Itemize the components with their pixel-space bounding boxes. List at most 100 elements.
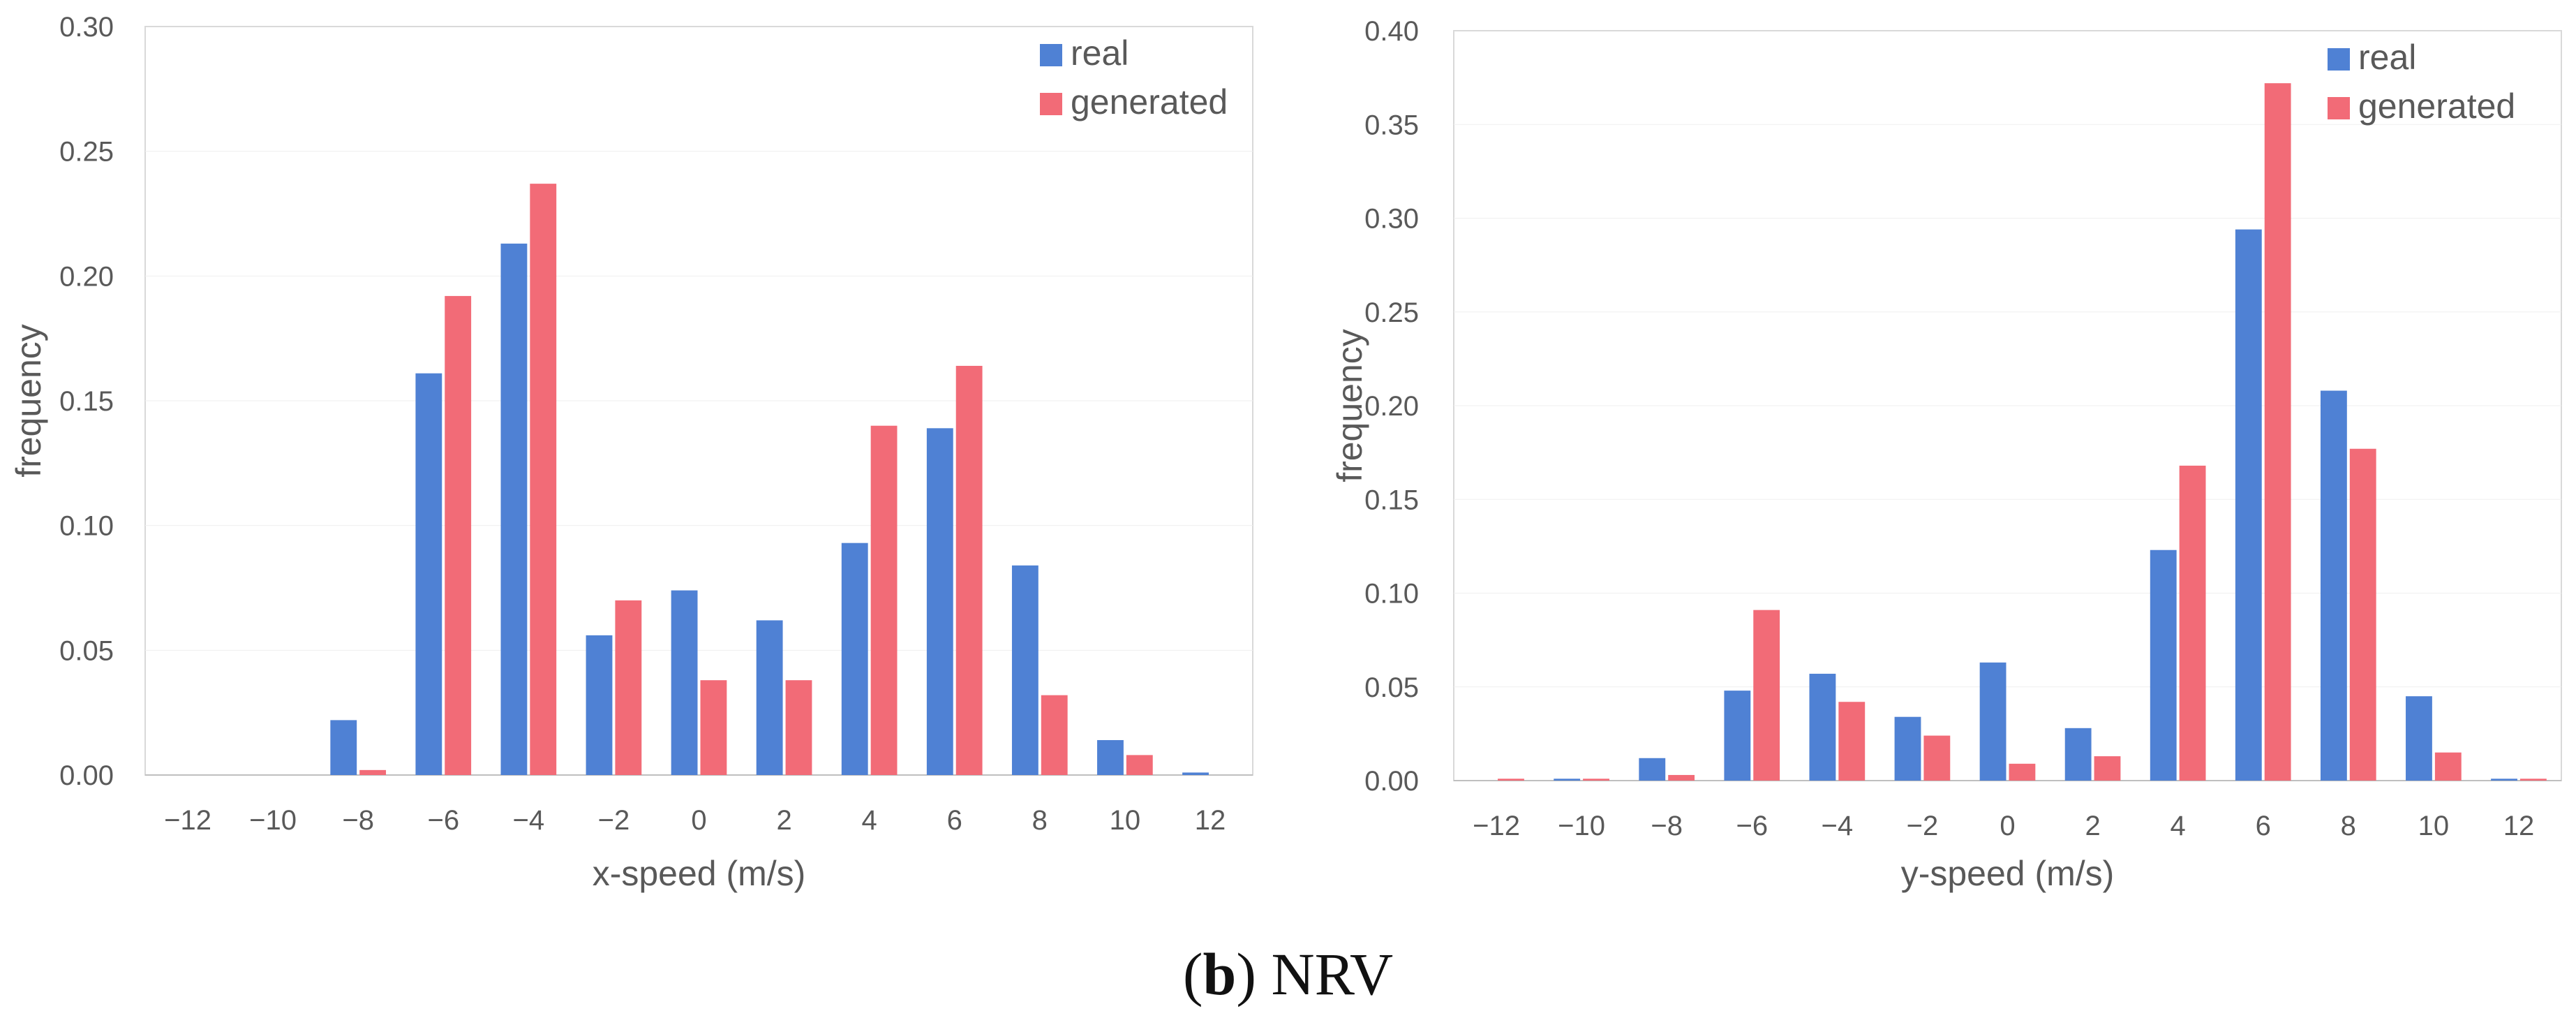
y-tick-label: 0.20	[59, 261, 114, 292]
caption-text: NRV	[1271, 940, 1394, 1008]
x-tick-label: 12	[2503, 811, 2535, 841]
y-tick-label: 0.15	[59, 386, 114, 417]
legend-label-real: real	[1071, 34, 1129, 73]
bar-real-9	[2235, 229, 2262, 781]
x-tick-label: −6	[1736, 811, 1768, 841]
bar-generated-8	[870, 425, 898, 775]
y-axis-title: frequency	[9, 324, 48, 478]
x-tick-label: 6	[947, 805, 962, 836]
x-axis-title: x-speed (m/s)	[593, 854, 806, 893]
legend-swatch-generated	[2328, 97, 2350, 119]
y-tick-label: 0.10	[59, 511, 114, 542]
legend-swatch-real	[2328, 48, 2350, 71]
bar-real-4	[500, 243, 528, 775]
bar-real-8	[2150, 549, 2177, 781]
bar-generated-0	[1498, 779, 1524, 781]
bar-real-7	[2064, 728, 2092, 781]
x-tick-label: −8	[1651, 811, 1683, 841]
bar-generated-4	[530, 184, 557, 775]
bar-real-6	[1979, 662, 2007, 781]
x-tick-label: −12	[164, 805, 211, 836]
x-tick-label: −10	[249, 805, 297, 836]
bar-real-2	[1639, 758, 1666, 781]
y-tick-label: 0.05	[1364, 672, 1419, 703]
bar-generated-10	[2349, 448, 2376, 781]
bar-real-7	[756, 620, 783, 775]
bar-generated-1	[1583, 779, 1609, 781]
bar-real-4	[1809, 673, 1836, 781]
caption-label: b	[1203, 940, 1237, 1008]
bar-real-1	[1554, 779, 1581, 781]
y-tick-label: 0.20	[1364, 391, 1419, 422]
y-tick-label: 0.40	[1364, 16, 1419, 47]
legend-label-real: real	[2358, 38, 2416, 77]
bar-real-5	[1894, 716, 1921, 781]
bar-generated-9	[955, 365, 983, 775]
x-tick-label: −12	[1473, 811, 1520, 841]
legend-swatch-real	[1040, 44, 1062, 66]
x-tick-label: 2	[776, 805, 791, 836]
bar-real-10	[1011, 565, 1038, 775]
bar-generated-5	[1923, 735, 1951, 781]
bar-real-11	[2406, 696, 2432, 781]
bar-generated-9	[2264, 83, 2291, 781]
x-axis-title: y-speed (m/s)	[1901, 854, 2115, 893]
x-tick-label: 10	[2418, 811, 2450, 841]
bar-generated-11	[2434, 752, 2462, 781]
bar-real-2	[330, 720, 357, 775]
legend-label-generated: generated	[1071, 82, 1228, 121]
x-tick-label: −4	[513, 805, 545, 836]
bar-real-8	[841, 543, 868, 775]
x-tick-label: 4	[862, 805, 877, 836]
bar-real-5	[586, 635, 613, 775]
y-tick-label: 0.05	[59, 635, 114, 666]
y-tick-label: 0.10	[1364, 579, 1419, 610]
y-axis-title: frequency	[1330, 329, 1369, 482]
x-tick-label: 8	[1032, 805, 1048, 836]
y-tick-label: 0.15	[1364, 485, 1419, 515]
bar-generated-10	[1041, 695, 1068, 775]
bar-generated-3	[1753, 610, 1780, 781]
figure-caption: (b) NRV	[1182, 940, 1394, 1008]
bar-generated-6	[2009, 763, 2036, 781]
bar-real-6	[671, 590, 698, 775]
x-tick-label: 12	[1195, 805, 1226, 836]
x-tick-label: 10	[1110, 805, 1141, 836]
y-tick-label: 0.30	[59, 12, 114, 43]
x-tick-label: 0	[2000, 811, 2015, 841]
y-tick-label: 0.25	[1364, 297, 1419, 328]
x-tick-label: 8	[2341, 811, 2356, 841]
bar-generated-3	[445, 295, 472, 775]
bar-real-11	[1097, 739, 1124, 775]
y-tick-label: 0.25	[59, 137, 114, 168]
y-tick-label: 0.00	[59, 760, 114, 791]
x-tick-label: −4	[1822, 811, 1854, 841]
x-tick-label: −10	[1558, 811, 1605, 841]
bar-real-9	[926, 428, 953, 775]
bar-generated-7	[2094, 756, 2121, 781]
bar-generated-7	[785, 680, 812, 775]
legend-swatch-generated	[1040, 93, 1062, 115]
y-tick-label: 0.00	[1364, 766, 1419, 797]
x-tick-label: 0	[691, 805, 706, 836]
x-tick-label: −8	[342, 805, 374, 836]
bar-real-3	[415, 373, 442, 775]
y-tick-label: 0.30	[1364, 204, 1419, 235]
bar-generated-6	[700, 680, 727, 775]
bar-generated-12	[2519, 779, 2547, 781]
bar-generated-2	[359, 769, 387, 775]
bar-real-3	[1724, 691, 1751, 781]
x-tick-label: 2	[2085, 811, 2100, 841]
bar-generated-4	[1838, 702, 1866, 781]
x-tick-label: −6	[427, 805, 459, 836]
bar-generated-5	[615, 600, 642, 775]
bar-real-10	[2320, 390, 2347, 781]
chart-2: 0.00 0.05 0.10 0.15 0.20 0.25 0.30 0.35 0.40 −12 −…	[1330, 16, 2562, 893]
bar-generated-8	[2179, 465, 2206, 781]
chart-1: 0.00 0.05 0.10 0.15 0.20 0.25 0.30 −12 −10 −8 −6 −4…	[9, 12, 1253, 893]
y-tick-label: 0.35	[1364, 110, 1419, 140]
bar-generated-11	[1126, 755, 1153, 775]
bar-real-12	[2491, 779, 2517, 781]
x-tick-label: 4	[2171, 811, 2186, 841]
